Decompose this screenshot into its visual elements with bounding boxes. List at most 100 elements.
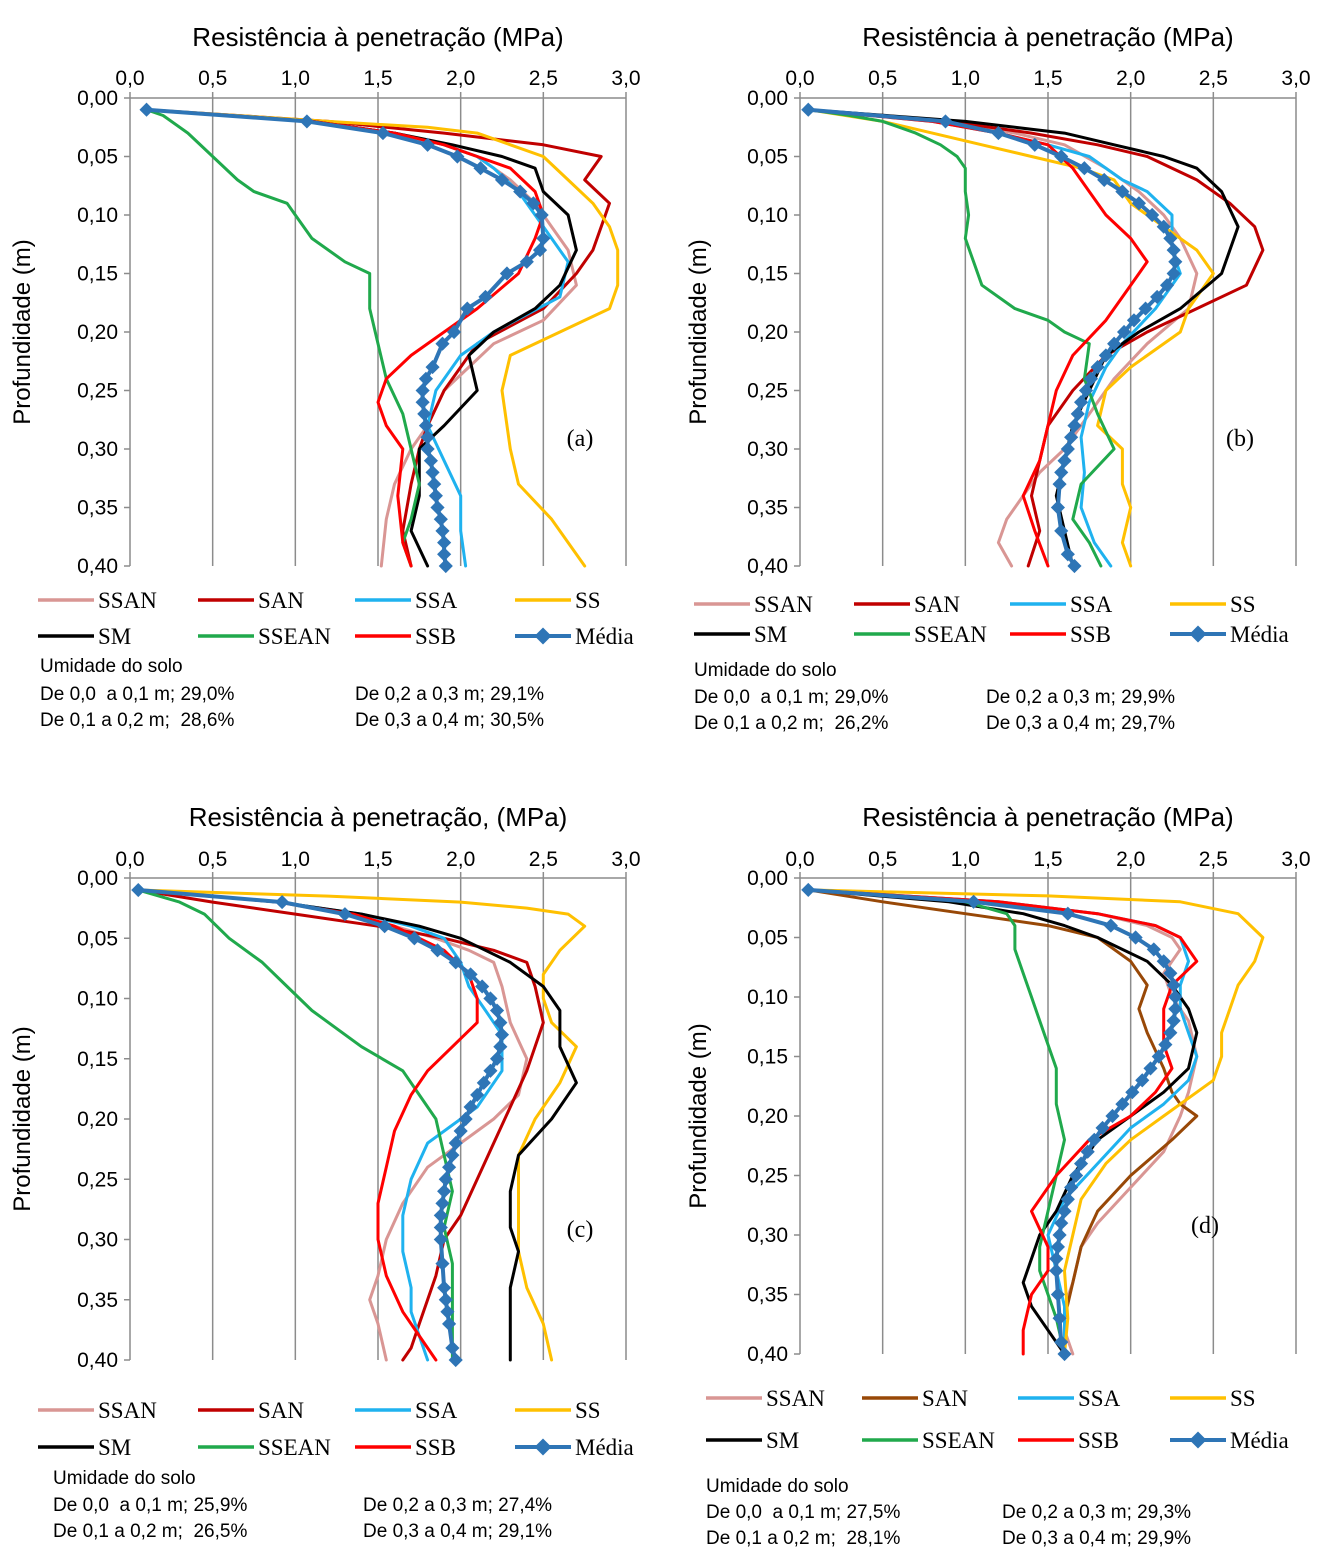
media-point bbox=[1067, 558, 1082, 574]
media-point bbox=[1050, 1287, 1065, 1302]
legend-marker bbox=[534, 627, 552, 645]
media-point bbox=[1050, 500, 1065, 515]
chart-panel-d: Resistência à penetração (MPa) 0,0 0,5 1,0 1… bbox=[685, 802, 1311, 1549]
legend-label: SSEAN bbox=[914, 622, 987, 647]
humidity-line: De 0,1 a 0,2 m; 26,2% bbox=[694, 713, 888, 734]
legend-label: SM bbox=[98, 1435, 131, 1460]
media-point bbox=[1054, 465, 1069, 480]
chart-title: Resistência à penetração, (MPa) bbox=[189, 802, 568, 832]
media-point bbox=[1138, 301, 1153, 316]
media-point bbox=[1054, 1216, 1069, 1231]
chart-panel-a: Resistência à penetração (MPa) 0,0 0,5 1,0 1… bbox=[9, 22, 641, 731]
series-line-ss bbox=[806, 888, 1265, 1356]
media-point bbox=[1156, 219, 1171, 234]
media-point bbox=[1156, 954, 1171, 969]
media-point bbox=[1090, 360, 1105, 375]
y-tick-label: 0,25 bbox=[77, 380, 118, 403]
chart-title: Resistência à penetração (MPa) bbox=[192, 22, 563, 52]
media-point bbox=[1168, 254, 1183, 269]
media-point bbox=[299, 114, 314, 129]
x-tick-label: 0,0 bbox=[785, 67, 814, 90]
media-point bbox=[1070, 406, 1085, 421]
humidity-line: De 0,0 a 0,1 m; 27,5% bbox=[706, 1502, 900, 1523]
humidity-line: De 0,2 a 0,3 m; 27,4% bbox=[363, 1495, 552, 1516]
series-line-ssa bbox=[806, 888, 1199, 1356]
media-point bbox=[415, 395, 430, 410]
chart-title: Resistência à penetração (MPa) bbox=[862, 802, 1233, 832]
legend-marker bbox=[534, 1438, 552, 1456]
x-tick-label: 1,5 bbox=[363, 67, 392, 90]
media-point bbox=[448, 955, 463, 970]
media-point bbox=[1057, 1346, 1072, 1362]
media-point bbox=[475, 979, 490, 994]
legend-label: SSAN bbox=[766, 1386, 825, 1411]
y-tick-label: 0,15 bbox=[77, 1048, 118, 1071]
media-point bbox=[425, 465, 440, 480]
media-point bbox=[427, 477, 442, 492]
series-line-ssb bbox=[806, 108, 1149, 568]
media-point bbox=[513, 184, 528, 199]
y-tick-label: 0,20 bbox=[77, 1108, 118, 1131]
x-tick-label: 1,0 bbox=[281, 848, 310, 871]
media-point bbox=[801, 882, 816, 897]
y-tick-label: 0,00 bbox=[747, 87, 788, 110]
humidity-line: De 0,3 a 0,4 m; 29,9% bbox=[1002, 1528, 1191, 1549]
media-point bbox=[1060, 547, 1075, 562]
chart-panel-b: Resistência à penetração (MPa) 0,0 0,5 1,0 1… bbox=[685, 22, 1311, 734]
media-point bbox=[1050, 1239, 1065, 1254]
y-tick-label: 0,20 bbox=[747, 321, 788, 344]
media-point bbox=[450, 149, 465, 164]
media-point bbox=[1027, 137, 1042, 152]
y-tick-label: 0,10 bbox=[77, 204, 118, 227]
media-point bbox=[1087, 1132, 1102, 1147]
media-point bbox=[435, 1196, 450, 1211]
x-tick-label: 1,0 bbox=[951, 848, 980, 871]
y-tick-label: 0,05 bbox=[747, 146, 788, 169]
y-tick-label: 0,05 bbox=[747, 927, 788, 950]
media-point bbox=[1052, 477, 1067, 492]
x-tick-label: 1,5 bbox=[363, 848, 392, 871]
media-point bbox=[966, 894, 981, 909]
x-tick-label: 1,0 bbox=[951, 67, 980, 90]
media-point bbox=[131, 882, 146, 898]
media-point bbox=[1052, 1227, 1067, 1243]
y-tick-label: 0,30 bbox=[747, 438, 788, 461]
media-point bbox=[460, 301, 475, 316]
y-tick-label: 0,30 bbox=[77, 438, 118, 461]
media-point bbox=[1166, 243, 1181, 258]
legend-label: Média bbox=[575, 1435, 634, 1460]
y-tick-label: 0,25 bbox=[77, 1168, 118, 1191]
media-point bbox=[1069, 1168, 1084, 1183]
x-tick-label: 0,5 bbox=[868, 67, 897, 90]
media-point bbox=[433, 1220, 448, 1235]
legend-label: Média bbox=[1230, 622, 1289, 647]
media-point bbox=[1098, 348, 1113, 363]
legend-label: Média bbox=[1230, 1428, 1289, 1453]
panel-label: (d) bbox=[1191, 1213, 1219, 1239]
y-tick-label: 0,40 bbox=[747, 1343, 788, 1366]
media-point bbox=[448, 1136, 463, 1151]
media-point bbox=[438, 1172, 453, 1187]
x-tick-label: 2,5 bbox=[529, 848, 558, 871]
y-tick-label: 0,40 bbox=[77, 555, 118, 578]
media-point bbox=[438, 558, 453, 574]
media-point bbox=[1166, 1013, 1181, 1028]
y-tick-label: 0,40 bbox=[747, 555, 788, 578]
series-line-ssb bbox=[806, 888, 1199, 1356]
series-line-san bbox=[806, 888, 1199, 1356]
media-point bbox=[417, 406, 432, 421]
media-point bbox=[1054, 149, 1069, 164]
media-point bbox=[1049, 1263, 1064, 1278]
media-point bbox=[483, 991, 498, 1006]
media-point bbox=[418, 371, 434, 386]
humidity-line: De 0,3 a 0,4 m; 30,5% bbox=[355, 710, 544, 731]
humidity-line: De 0,2 a 0,3 m; 29,3% bbox=[1002, 1502, 1191, 1523]
x-tick-label: 2,0 bbox=[446, 848, 475, 871]
legend-label: SS bbox=[575, 588, 601, 613]
humidity-line: De 0,0 a 0,1 m; 25,9% bbox=[53, 1495, 247, 1516]
media-point bbox=[801, 102, 816, 117]
x-tick-label: 2,5 bbox=[529, 67, 558, 90]
media-point bbox=[938, 114, 953, 129]
media-point bbox=[1064, 1180, 1079, 1195]
media-point bbox=[445, 1340, 460, 1356]
